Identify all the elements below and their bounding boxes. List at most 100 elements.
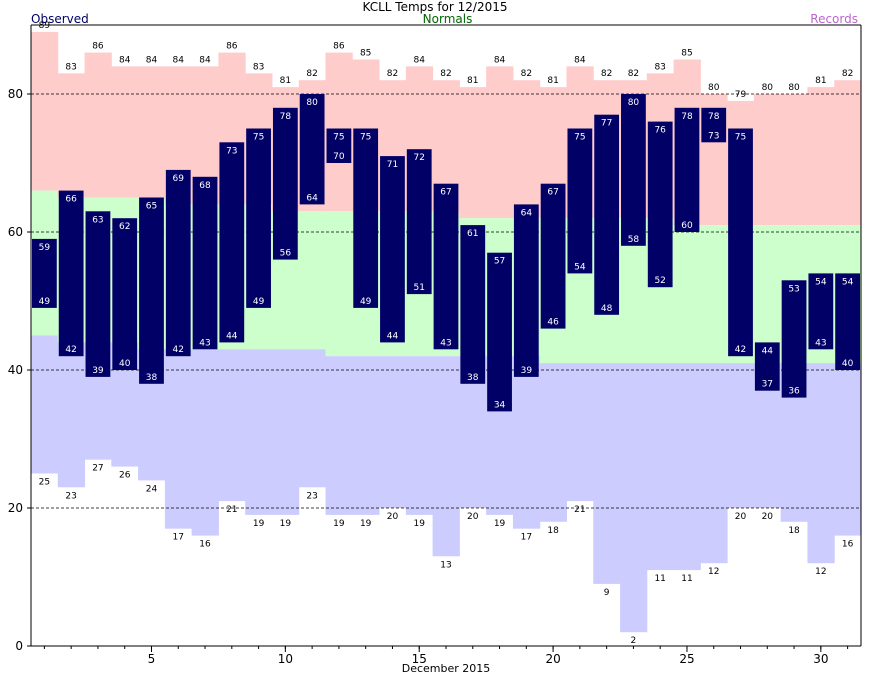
record-high-band <box>31 31 59 191</box>
observed-low-label: 48 <box>601 304 613 314</box>
record-high-label: 82 <box>440 69 451 79</box>
record-low-band <box>325 356 353 515</box>
observed-low-label: 42 <box>735 345 746 355</box>
record-high-label: 82 <box>842 69 853 79</box>
observed-low-label: 39 <box>92 366 104 376</box>
observed-bar <box>540 183 566 329</box>
record-high-label: 84 <box>494 55 506 65</box>
record-low-label: 20 <box>762 512 774 522</box>
observed-high-label: 69 <box>173 174 185 184</box>
observed-bar <box>192 176 218 350</box>
record-high-label: 82 <box>601 69 612 79</box>
observed-bar <box>754 342 780 391</box>
record-low-label: 20 <box>735 512 747 522</box>
chart-title: KCLL Temps for 12/2015 <box>362 0 508 14</box>
x-tick-label: 30 <box>813 652 828 666</box>
observed-bar <box>433 183 459 350</box>
record-low-band <box>700 363 728 564</box>
record-high-band <box>486 66 514 219</box>
y-tick-label: 60 <box>8 225 23 239</box>
observed-high-label: 72 <box>413 153 424 163</box>
record-high-label: 84 <box>173 55 185 65</box>
legend-records: Records <box>810 12 858 26</box>
observed-high-label: 75 <box>253 133 264 143</box>
record-low-band <box>379 356 407 508</box>
record-high-band <box>834 80 862 226</box>
observed-bar <box>781 280 807 398</box>
observed-high-label: 63 <box>92 215 103 225</box>
record-high-band <box>780 94 808 226</box>
observed-bar <box>621 94 646 246</box>
record-low-band <box>352 356 380 515</box>
record-low-label: 21 <box>574 505 585 515</box>
record-high-label: 82 <box>387 69 398 79</box>
observed-low-label: 52 <box>654 276 665 286</box>
record-low-label: 23 <box>65 491 76 501</box>
record-low-label: 27 <box>92 464 103 474</box>
observed-low-label: 46 <box>547 318 559 328</box>
observed-high-label: 75 <box>360 133 371 143</box>
record-low-band <box>432 356 460 557</box>
record-high-label: 82 <box>306 69 317 79</box>
record-low-label: 11 <box>681 574 692 584</box>
record-low-label: 19 <box>360 519 372 529</box>
record-low-label: 12 <box>708 567 719 577</box>
observed-high-label: 78 <box>280 112 292 122</box>
observed-bar <box>406 149 432 295</box>
record-low-label: 16 <box>199 540 211 550</box>
record-high-label: 81 <box>815 76 826 86</box>
record-high-label: 81 <box>467 76 478 86</box>
record-high-band <box>111 66 139 198</box>
observed-high-label: 78 <box>708 112 720 122</box>
record-low-label: 19 <box>280 519 292 529</box>
observed-low-label: 37 <box>762 380 773 390</box>
record-low-label: 26 <box>119 471 131 481</box>
normal-band <box>325 211 353 357</box>
observed-low-label: 70 <box>333 152 345 162</box>
record-high-label: 83 <box>654 62 665 72</box>
observed-bar <box>487 252 512 412</box>
record-low-label: 16 <box>842 540 854 550</box>
normal-band <box>298 211 327 350</box>
observed-low-label: 40 <box>842 359 854 369</box>
observed-low-label: 58 <box>628 235 640 245</box>
record-high-label: 86 <box>226 42 238 52</box>
record-high-band <box>57 73 86 198</box>
record-low-band <box>298 349 327 488</box>
observed-bar <box>701 107 727 143</box>
record-high-label: 85 <box>681 49 692 59</box>
observed-bar <box>112 218 138 370</box>
observed-bar <box>594 114 620 315</box>
observed-bar <box>326 128 352 163</box>
observed-low-label: 49 <box>39 297 51 307</box>
record-high-label: 80 <box>788 83 800 93</box>
observed-low-label: 64 <box>306 193 318 203</box>
observed-bar <box>85 211 111 377</box>
record-low-band <box>673 363 701 571</box>
observed-bar <box>380 156 405 343</box>
record-low-band <box>271 349 300 515</box>
record-low-band <box>807 363 835 564</box>
observed-low-label: 34 <box>494 400 506 410</box>
observed-high-label: 71 <box>387 160 398 170</box>
record-low-label: 12 <box>815 567 826 577</box>
record-low-band <box>593 363 621 584</box>
record-low-label: 19 <box>333 519 345 529</box>
record-low-band <box>164 349 193 529</box>
record-low-band <box>31 335 59 474</box>
record-low-band <box>512 356 541 529</box>
record-high-label: 81 <box>280 76 291 86</box>
record-low-label: 18 <box>788 526 800 536</box>
observed-high-label: 75 <box>333 133 344 143</box>
record-high-label: 84 <box>413 55 425 65</box>
x-tick-label: 10 <box>278 652 293 666</box>
observed-low-label: 51 <box>413 283 424 293</box>
record-high-band <box>753 94 782 226</box>
observed-low-label: 49 <box>253 297 265 307</box>
record-low-label: 20 <box>387 512 399 522</box>
record-low-label: 9 <box>604 588 610 598</box>
observed-high-label: 67 <box>547 188 558 198</box>
record-high-label: 79 <box>735 90 747 100</box>
observed-high-label: 80 <box>306 98 318 108</box>
observed-high-label: 54 <box>815 277 827 287</box>
